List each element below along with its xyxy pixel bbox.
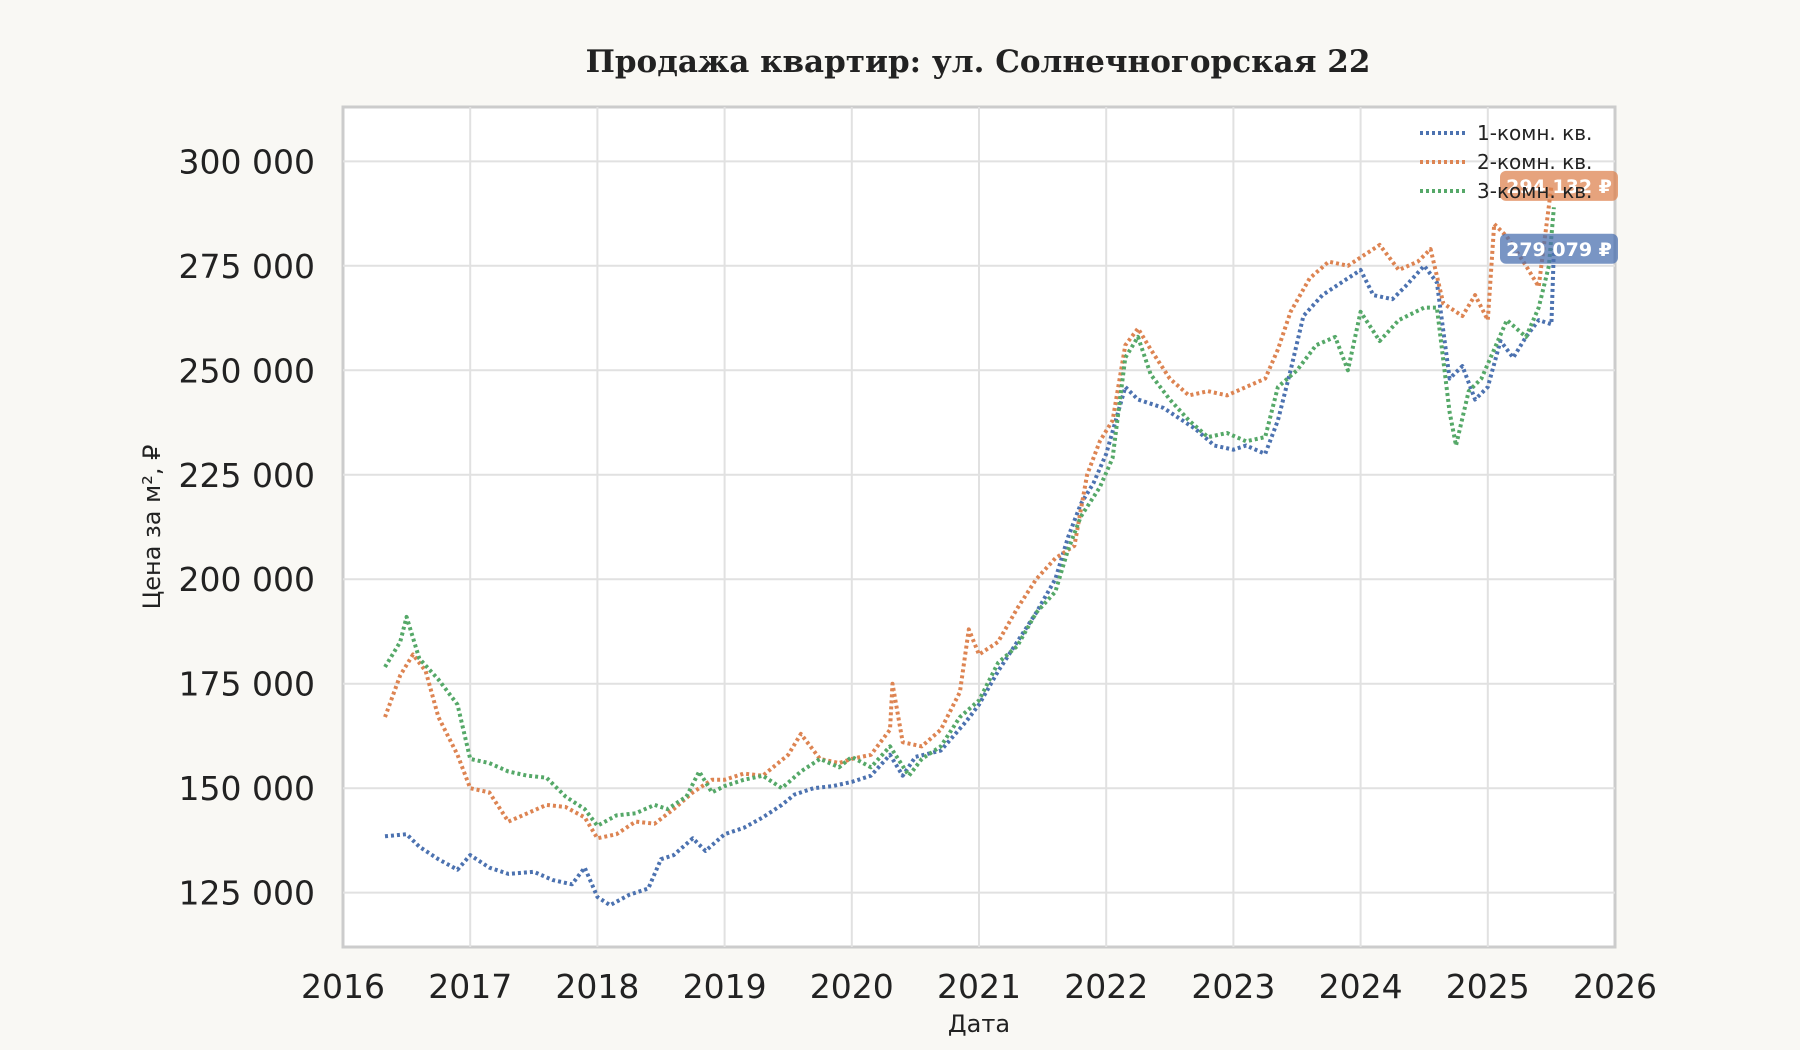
- end-badge-box: [1500, 233, 1618, 264]
- x-tick-label: 2025: [1446, 967, 1530, 1006]
- x-tick-label: 2024: [1319, 967, 1403, 1006]
- series-lines: [383, 185, 1556, 908]
- series-line-3: [383, 207, 1556, 828]
- legend-label: 2-комн. кв.: [1477, 150, 1592, 174]
- legend-item-1: 1-комн. кв.: [1420, 121, 1592, 145]
- legend: 1-комн. кв. 2-комн. кв. 3-комн. кв.: [1420, 121, 1592, 203]
- y-axis-ticks: 125 000 150 000 175 000 200 000 225 000 250 0…: [179, 142, 315, 912]
- chart-title: Продажа квартир: ул. Солнечногорская 22: [586, 44, 1371, 80]
- x-axis-label: Дата: [948, 1010, 1010, 1038]
- x-axis-ticks: 2016 2017 2018 2019 2020 2021 2022 2023 2024 2025…: [301, 967, 1657, 1006]
- y-tick-label: 250 000: [179, 351, 315, 390]
- legend-item-3: 3-комн. кв.: [1420, 179, 1592, 203]
- y-axis-label: Цена за м², ₽: [138, 445, 166, 610]
- end-badge-label: 294 132 ₽: [1506, 176, 1612, 198]
- legend-label: 3-комн. кв.: [1477, 179, 1592, 203]
- series-line-2: [383, 185, 1554, 841]
- end-badge-2: 294 132 ₽: [1500, 170, 1618, 201]
- y-tick-label: 275 000: [179, 247, 315, 286]
- y-tick-label: 200 000: [179, 560, 315, 599]
- x-tick-label: 2026: [1573, 967, 1657, 1006]
- x-tick-label: 2018: [555, 967, 639, 1006]
- x-tick-label: 2019: [683, 967, 767, 1006]
- legend-item-2: 2-комн. кв.: [1420, 150, 1592, 174]
- y-tick-label: 125 000: [179, 874, 315, 913]
- y-tick-label: 175 000: [179, 665, 315, 704]
- x-tick-label: 2022: [1064, 967, 1148, 1006]
- y-tick-label: 300 000: [179, 142, 315, 181]
- end-badge-box: [1500, 170, 1618, 201]
- end-badge-label: 279 079 ₽: [1506, 239, 1612, 261]
- end-value-badges: 279 079 ₽ 294 132 ₽: [1500, 170, 1618, 264]
- x-tick-label: 2016: [301, 967, 385, 1006]
- x-tick-label: 2020: [810, 967, 894, 1006]
- y-tick-label: 225 000: [179, 456, 315, 495]
- x-tick-label: 2017: [428, 967, 512, 1006]
- x-tick-label: 2021: [937, 967, 1021, 1006]
- y-tick-label: 150 000: [179, 769, 315, 808]
- grid: [343, 107, 1615, 947]
- legend-label: 1-комн. кв.: [1477, 121, 1592, 145]
- end-badge-1: 279 079 ₽: [1500, 233, 1618, 264]
- x-tick-label: 2023: [1191, 967, 1275, 1006]
